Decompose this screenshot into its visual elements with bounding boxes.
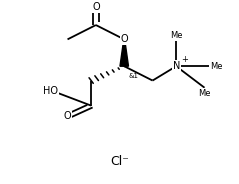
Text: Me: Me bbox=[198, 89, 211, 98]
Text: HO: HO bbox=[43, 86, 59, 96]
Text: Cl⁻: Cl⁻ bbox=[110, 155, 129, 168]
Text: O: O bbox=[92, 2, 100, 12]
Text: &1: &1 bbox=[129, 73, 139, 79]
Text: O: O bbox=[64, 111, 71, 121]
Text: Me: Me bbox=[170, 31, 182, 40]
Text: +: + bbox=[181, 55, 188, 63]
Text: O: O bbox=[120, 34, 128, 44]
Polygon shape bbox=[120, 39, 129, 66]
Text: Me: Me bbox=[211, 62, 223, 71]
Text: N: N bbox=[173, 61, 180, 71]
